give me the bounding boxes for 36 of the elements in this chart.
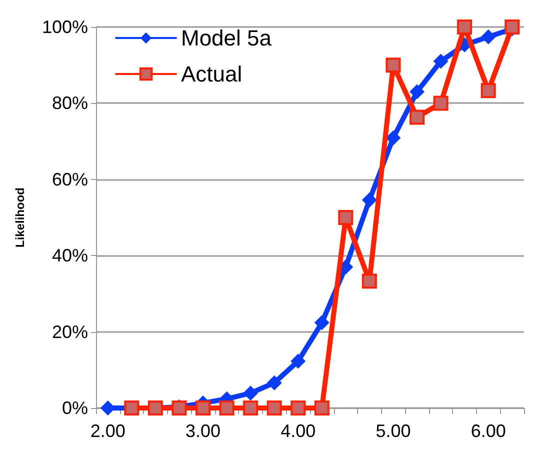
point [290, 354, 306, 369]
x-tick-label: 4.00 [280, 421, 316, 441]
y-tick-label: 40% [52, 246, 88, 266]
y-tick-label: 0% [62, 398, 88, 418]
x-tick-label: 6.00 [470, 421, 506, 441]
point [433, 96, 448, 111]
legend-label: Model 5a [181, 26, 272, 50]
y-tick-label: 100% [42, 17, 88, 37]
point [410, 84, 424, 100]
point [480, 29, 496, 44]
point [314, 400, 330, 416]
point [433, 54, 448, 69]
legend-label: Actual [181, 62, 242, 86]
point [219, 400, 234, 416]
point [386, 130, 401, 146]
point [314, 315, 330, 330]
point [266, 400, 282, 416]
y-axis-title: Likelihood [13, 188, 27, 248]
y-tick-label: 20% [52, 322, 88, 342]
point [243, 400, 258, 416]
y-tick-label: 60% [52, 169, 88, 190]
point [362, 192, 377, 208]
point [196, 400, 210, 416]
y-tick-label: 80% [52, 93, 88, 114]
point [338, 210, 354, 225]
point [386, 58, 401, 73]
point [362, 274, 377, 289]
point [290, 400, 306, 416]
point [266, 375, 282, 390]
x-tick-label: 2.00 [90, 421, 126, 441]
point [410, 110, 424, 125]
x-tick-label: 5.00 [376, 421, 411, 441]
point [243, 386, 258, 401]
point [480, 83, 496, 98]
point [457, 20, 472, 34]
x-tick-label: 3.00 [185, 421, 221, 441]
